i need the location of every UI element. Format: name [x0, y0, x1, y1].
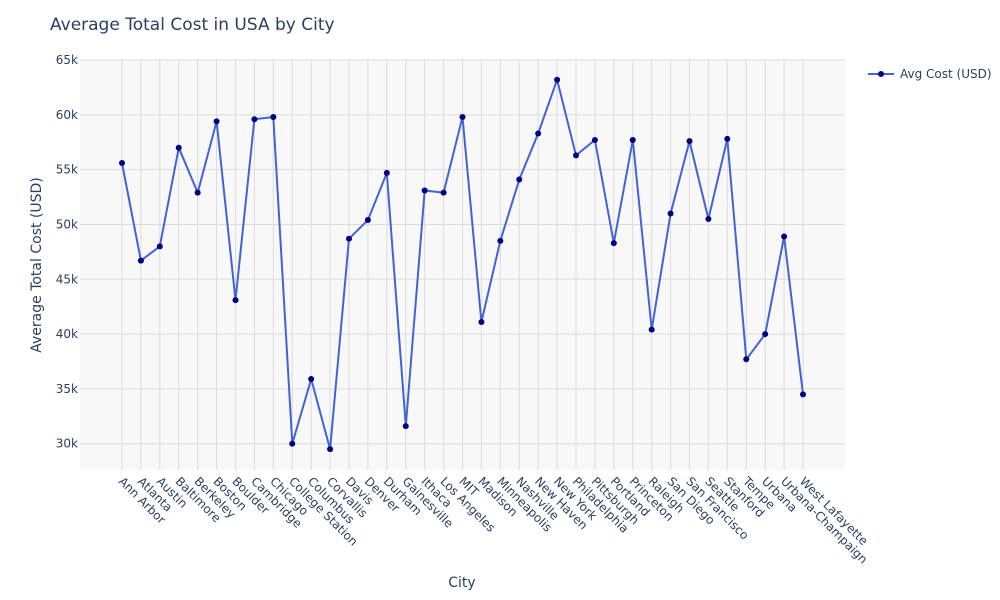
data-point[interactable]	[421, 187, 428, 194]
data-point[interactable]	[497, 237, 504, 244]
data-point[interactable]	[667, 210, 674, 217]
legend-label: Avg Cost (USD)	[900, 67, 992, 81]
data-point[interactable]	[648, 326, 655, 333]
y-axis-title: Average Total Cost (USD)	[29, 177, 45, 353]
data-point[interactable]	[308, 376, 315, 383]
data-point[interactable]	[175, 144, 182, 151]
gridlines	[80, 59, 845, 470]
y-tick-label: 50k	[56, 217, 78, 231]
y-tick-label: 60k	[56, 108, 78, 122]
data-point[interactable]	[781, 233, 788, 240]
legend-marker-swatch	[878, 71, 884, 77]
y-tick-label: 30k	[56, 437, 78, 451]
legend[interactable]: Avg Cost (USD)	[868, 67, 992, 81]
data-point[interactable]	[213, 118, 220, 125]
data-point[interactable]	[137, 257, 144, 264]
data-point[interactable]	[724, 135, 731, 142]
data-point[interactable]	[156, 243, 163, 250]
data-point[interactable]	[270, 114, 277, 121]
data-points	[119, 76, 806, 453]
data-point[interactable]	[800, 391, 806, 398]
data-point[interactable]	[289, 440, 296, 447]
data-point[interactable]	[383, 169, 390, 176]
data-point[interactable]	[251, 116, 258, 123]
y-tick-label: 40k	[56, 327, 78, 341]
y-tick-label: 55k	[56, 163, 78, 177]
data-point[interactable]	[610, 240, 617, 247]
data-point[interactable]	[535, 130, 542, 137]
data-point[interactable]	[459, 114, 466, 121]
data-point[interactable]	[327, 446, 334, 453]
x-axis-ticks: Ann ArborAtlantaAustinBaltimoreBerkeleyB…	[116, 474, 871, 567]
data-point[interactable]	[232, 297, 239, 304]
chart-title: Average Total Cost in USA by City	[50, 15, 335, 35]
data-point[interactable]	[119, 160, 125, 167]
data-point[interactable]	[705, 215, 712, 222]
data-point[interactable]	[762, 331, 769, 338]
x-axis-title: City	[448, 575, 475, 591]
data-point[interactable]	[516, 176, 523, 183]
y-tick-label: 65k	[56, 53, 78, 67]
data-point[interactable]	[629, 137, 636, 144]
data-point[interactable]	[554, 76, 561, 83]
data-point[interactable]	[743, 356, 750, 363]
y-tick-label: 45k	[56, 272, 78, 286]
data-point[interactable]	[402, 423, 409, 430]
x-tick-label: Urbana-Champaign	[778, 474, 870, 566]
data-point[interactable]	[194, 189, 201, 196]
data-point[interactable]	[686, 138, 693, 145]
data-point[interactable]	[573, 152, 579, 159]
y-tick-label: 35k	[56, 382, 78, 396]
data-point[interactable]	[440, 189, 447, 196]
data-point[interactable]	[346, 235, 352, 242]
y-axis-ticks: 30k 35k 40k 45k 50k 55k 60k 65k	[56, 53, 78, 451]
data-point[interactable]	[478, 319, 485, 326]
data-point[interactable]	[591, 137, 598, 144]
data-point[interactable]	[364, 217, 371, 224]
